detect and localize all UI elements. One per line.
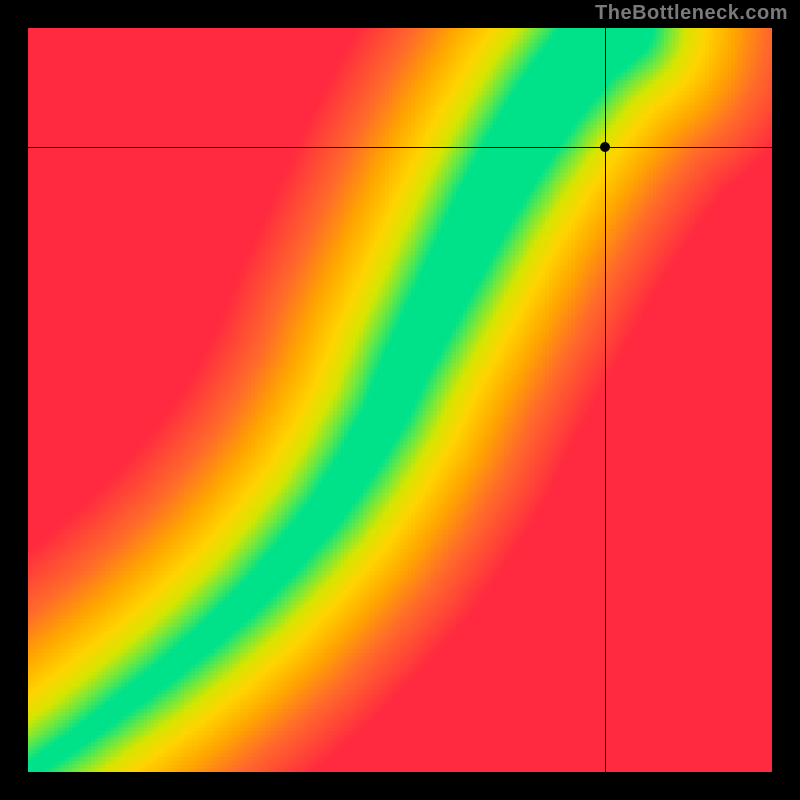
bottleneck-heatmap bbox=[28, 28, 772, 772]
crosshair-horizontal bbox=[28, 147, 772, 148]
plot-area bbox=[28, 28, 772, 772]
crosshair-vertical bbox=[605, 28, 606, 772]
crosshair-marker bbox=[600, 142, 610, 152]
watermark-text: TheBottleneck.com bbox=[595, 2, 788, 25]
